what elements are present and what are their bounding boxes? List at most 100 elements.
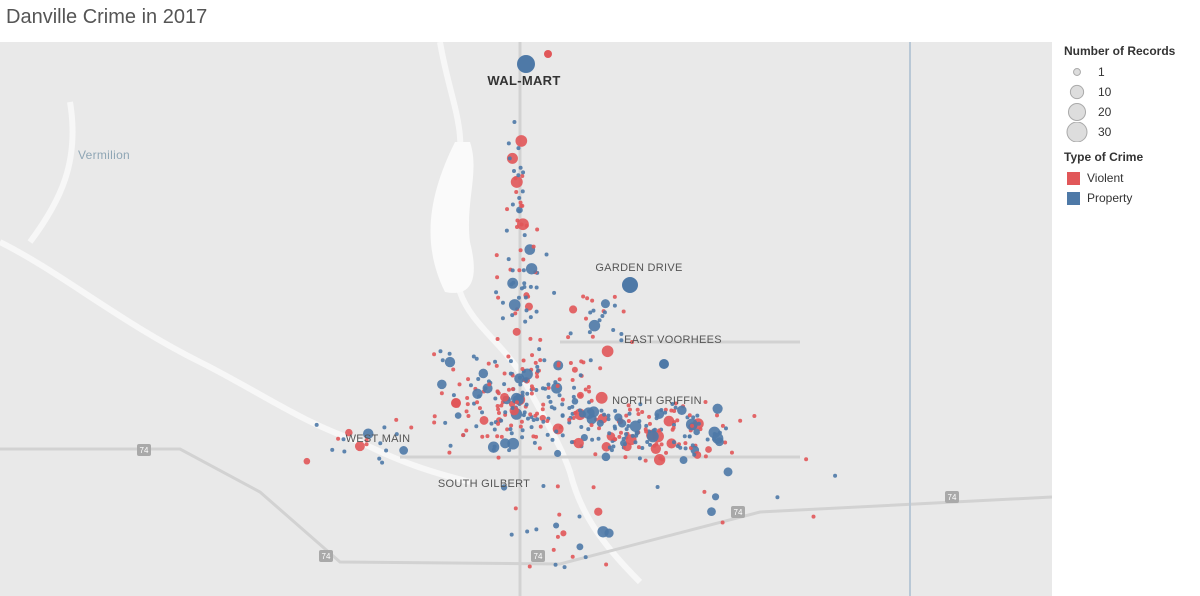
crime-point <box>496 421 501 426</box>
crime-point <box>522 233 527 238</box>
crime-point <box>682 434 687 439</box>
crime-point <box>378 441 383 446</box>
crime-point <box>516 173 521 178</box>
crime-point <box>552 290 557 295</box>
crime-point <box>673 401 678 406</box>
crime-point <box>555 534 560 539</box>
size-legend-item: 30 <box>1064 122 1194 142</box>
crime-point <box>508 427 513 432</box>
crime-point <box>579 425 584 430</box>
crime-point <box>439 391 444 396</box>
crime-point <box>715 413 720 418</box>
crime-point <box>520 173 525 178</box>
crime-point <box>696 421 701 426</box>
crime-point <box>518 382 523 387</box>
crime-point <box>569 440 574 445</box>
crime-point <box>432 414 437 419</box>
crime-point <box>534 387 539 392</box>
crime-point <box>503 410 508 415</box>
size-swatch <box>1066 122 1088 142</box>
color-swatch <box>1067 191 1080 205</box>
size-label: 1 <box>1098 65 1105 79</box>
crime-point <box>584 316 589 321</box>
crime-point <box>520 367 525 372</box>
crime-point <box>624 427 629 432</box>
crime-point <box>607 445 612 450</box>
crime-point <box>534 527 539 532</box>
crime-point <box>723 467 733 477</box>
crime-point <box>517 218 529 231</box>
highway-number: 74 <box>322 552 331 561</box>
crime-point <box>673 405 678 410</box>
crime-point <box>619 338 624 343</box>
crime-point <box>672 408 677 413</box>
crime-point <box>775 495 780 500</box>
crime-point <box>517 375 522 380</box>
crime-point <box>663 415 675 427</box>
crime-point <box>553 562 558 567</box>
crime-point <box>537 347 542 352</box>
crime-point <box>560 397 565 402</box>
highway-shield <box>531 550 545 562</box>
crime-point <box>693 428 700 436</box>
crime-point <box>671 440 676 445</box>
crime-point <box>515 135 528 147</box>
crime-point <box>555 383 560 388</box>
crime-point <box>617 419 627 428</box>
crime-point <box>517 196 522 201</box>
crime-point <box>500 316 505 321</box>
crime-point <box>362 428 374 439</box>
crime-point <box>606 413 611 418</box>
crime-point <box>447 351 452 356</box>
crime-point <box>506 257 511 262</box>
crime-point <box>524 308 529 313</box>
crime-point <box>496 407 501 412</box>
crime-point <box>518 424 523 429</box>
crime-point <box>510 202 515 207</box>
crime-point <box>553 522 560 529</box>
crime-point <box>657 428 662 433</box>
crime-point <box>618 430 623 435</box>
crime-point <box>602 310 607 315</box>
color-legend-item: Violent <box>1064 168 1194 188</box>
crime-point <box>687 434 692 439</box>
crime-point <box>629 420 642 432</box>
crime-point <box>523 295 528 300</box>
crime-point <box>520 390 525 395</box>
crime-point <box>440 358 445 363</box>
crime-point <box>576 543 584 551</box>
crime-point <box>517 55 535 73</box>
crime-point <box>599 408 604 413</box>
place-label: SOUTH GILBERT <box>438 478 530 490</box>
crime-point <box>594 507 603 516</box>
highways <box>0 42 1052 596</box>
crime-point <box>712 432 717 437</box>
crime-point <box>540 407 545 412</box>
crime-point <box>546 382 551 387</box>
crime-point <box>723 440 728 445</box>
crime-point <box>531 244 536 249</box>
crime-point <box>464 428 469 433</box>
crime-point <box>528 315 533 320</box>
crime-point <box>516 146 521 151</box>
size-circle <box>1066 122 1088 142</box>
crime-point <box>627 411 632 416</box>
crime-point <box>570 404 575 409</box>
crime-point <box>633 440 638 445</box>
crime-point <box>538 337 543 342</box>
crime-point <box>554 429 559 434</box>
crime-point <box>621 309 626 314</box>
crime-point <box>534 309 539 314</box>
crime-point <box>550 437 555 442</box>
crime-point <box>586 385 591 390</box>
crime-point <box>597 318 602 323</box>
crime-point <box>643 458 648 463</box>
crime-point <box>531 434 536 439</box>
legend: Number of Records 1 10 20 30 Type of Crime … <box>1064 44 1194 208</box>
crime-point <box>596 436 601 441</box>
crime-point <box>504 228 509 233</box>
crime-point <box>514 400 519 405</box>
crime-point <box>494 290 499 295</box>
crime-point <box>588 319 601 332</box>
crime-point <box>510 175 523 188</box>
